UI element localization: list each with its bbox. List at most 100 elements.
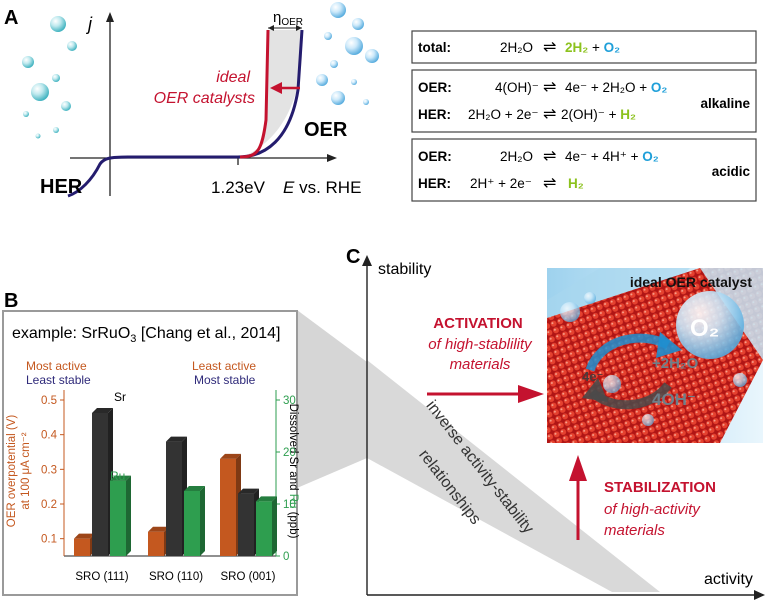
total-reactant: 2H₂O: [500, 40, 533, 55]
bubble: [35, 133, 41, 139]
total-box: [411, 30, 757, 64]
eta-label: ηOER: [273, 9, 303, 28]
left-tick-label: 0.5: [41, 395, 57, 407]
bar-chart: 0.1 0.2 0.3 0.4 0.5 0 10 20 30 SRO (111) SRO (110)…: [41, 390, 296, 583]
stability-arrowhead: [362, 255, 372, 266]
her-label: HER: [40, 176, 83, 198]
cycle-arrowhead-lower: [582, 378, 608, 402]
small-bubble: [584, 292, 596, 304]
left-tick-label: 0.3: [41, 464, 57, 476]
shift-arrowhead: [270, 82, 282, 94]
left-axis-title-2: at 100 μA cm⁻²: [20, 432, 32, 509]
ideal-curve: [239, 29, 270, 159]
total-arrow: ⇌: [543, 39, 556, 56]
ru-bar-top: [256, 496, 277, 502]
acidic-oer-arrow: ⇌: [543, 148, 556, 165]
bubble: [316, 74, 328, 86]
alkaline-box: [411, 69, 757, 133]
potential-label: 1.23eV: [211, 178, 266, 197]
right-tick-label: 30: [283, 395, 296, 407]
acidic-tag: acidic: [712, 164, 751, 179]
acidic-oer-right: 4e⁻ + 4H⁺ + O₂: [565, 149, 659, 164]
ideal-text-1: ideal: [216, 69, 250, 86]
bubble: [53, 127, 59, 133]
acidic-her-h2: H₂: [568, 176, 584, 191]
category-label: SRO (111): [75, 571, 128, 583]
overpotential-bar: [148, 531, 164, 556]
ru-bar-side: [200, 486, 205, 556]
x-axis-label: E vs. RHE: [283, 178, 361, 197]
ideal-text-2: OER catalysts: [154, 90, 255, 107]
hydroxide-text: 4OH⁻: [652, 390, 696, 409]
sr-bar: [166, 441, 182, 556]
panel-a: A: [4, 2, 379, 198]
alkaline-her-left: 2H₂O + 2e⁻: [468, 107, 539, 122]
left-tick-label: 0.4: [41, 430, 58, 442]
panel-b-label: B: [4, 290, 18, 312]
acidic-her-arrow: ⇌: [543, 175, 556, 192]
zoom-wedge: [297, 310, 367, 488]
right-tick-label: 10: [283, 499, 296, 511]
sr-bar: [92, 413, 108, 556]
catalyst-image: ideal OER catalyst O₂ +2H₂O 4e⁻ 4OH⁻: [547, 268, 763, 443]
sr-bar-top: [166, 436, 187, 442]
bubble: [31, 83, 49, 101]
overpotential-bar-top: [220, 453, 241, 459]
overpotential-bar: [220, 458, 236, 556]
activation-title: ACTIVATION: [433, 315, 522, 332]
overpotential-bar: [74, 538, 90, 556]
catalyst-title: ideal OER catalyst: [630, 274, 753, 290]
ru-bar: [184, 491, 200, 556]
alkaline-oer-left: 4(OH)⁻: [495, 80, 539, 95]
right-top-label: Least active: [192, 359, 256, 373]
bubble: [67, 41, 77, 51]
bubble: [330, 60, 338, 68]
bubble: [345, 37, 363, 55]
bubble: [50, 16, 66, 32]
category-label: SRO (001): [221, 571, 276, 583]
sr-bar: [238, 493, 254, 556]
right-bottom-label: Most stable: [194, 373, 256, 387]
overpotential-bar-top: [148, 526, 169, 532]
sr-bar-top: [238, 488, 259, 494]
acidic-oer-label: OER:: [418, 149, 452, 164]
left-axis-title: OER overpotential (V): [6, 415, 18, 528]
stabilization-sub-2: materials: [604, 522, 665, 539]
alkaline-oer-arrow: ⇌: [543, 79, 556, 96]
left-top-label: Most active: [26, 359, 87, 373]
ru-bar-top: [110, 475, 131, 481]
overpotential-shade: [238, 30, 302, 158]
ru-bar-side: [272, 496, 277, 556]
panel-a-x-arrowhead: [327, 154, 337, 162]
acidic-her-left: 2H⁺ + 2e⁻: [470, 176, 532, 191]
overpotential-bar-top: [74, 533, 95, 539]
water-text: +2H₂O: [652, 355, 699, 372]
left-tick-label: 0.2: [41, 499, 57, 511]
activation-sub-2: materials: [450, 356, 511, 373]
bubble: [351, 79, 357, 85]
stabilization-sub-1: of high-activity: [604, 501, 701, 518]
stabilization-arrowhead: [569, 455, 587, 481]
alkaline-her-right: 2(OH)⁻ + H₂: [561, 107, 636, 122]
bubble: [22, 56, 34, 68]
small-bubble: [733, 373, 747, 387]
alkaline-tag: alkaline: [700, 96, 750, 111]
alkaline-her-label: HER:: [418, 107, 451, 122]
electrons-text: 4e⁻: [582, 369, 603, 384]
activity-label: activity: [704, 571, 753, 588]
bubble: [330, 2, 346, 18]
right-tick-label: 0: [283, 551, 289, 563]
small-bubble: [603, 375, 621, 393]
bubbles-left: [22, 16, 77, 139]
oer-label: OER: [304, 119, 348, 141]
bubble: [365, 49, 379, 63]
alkaline-oer-label: OER:: [418, 80, 452, 95]
left-bottom-label: Least stable: [26, 373, 91, 387]
bubble: [363, 99, 369, 105]
bubble: [61, 101, 71, 111]
panel-a-label: A: [4, 7, 18, 29]
panel-c-label: C: [346, 246, 360, 268]
activity-arrowhead: [754, 590, 765, 600]
total-products: 2H₂ + O₂: [565, 40, 620, 55]
